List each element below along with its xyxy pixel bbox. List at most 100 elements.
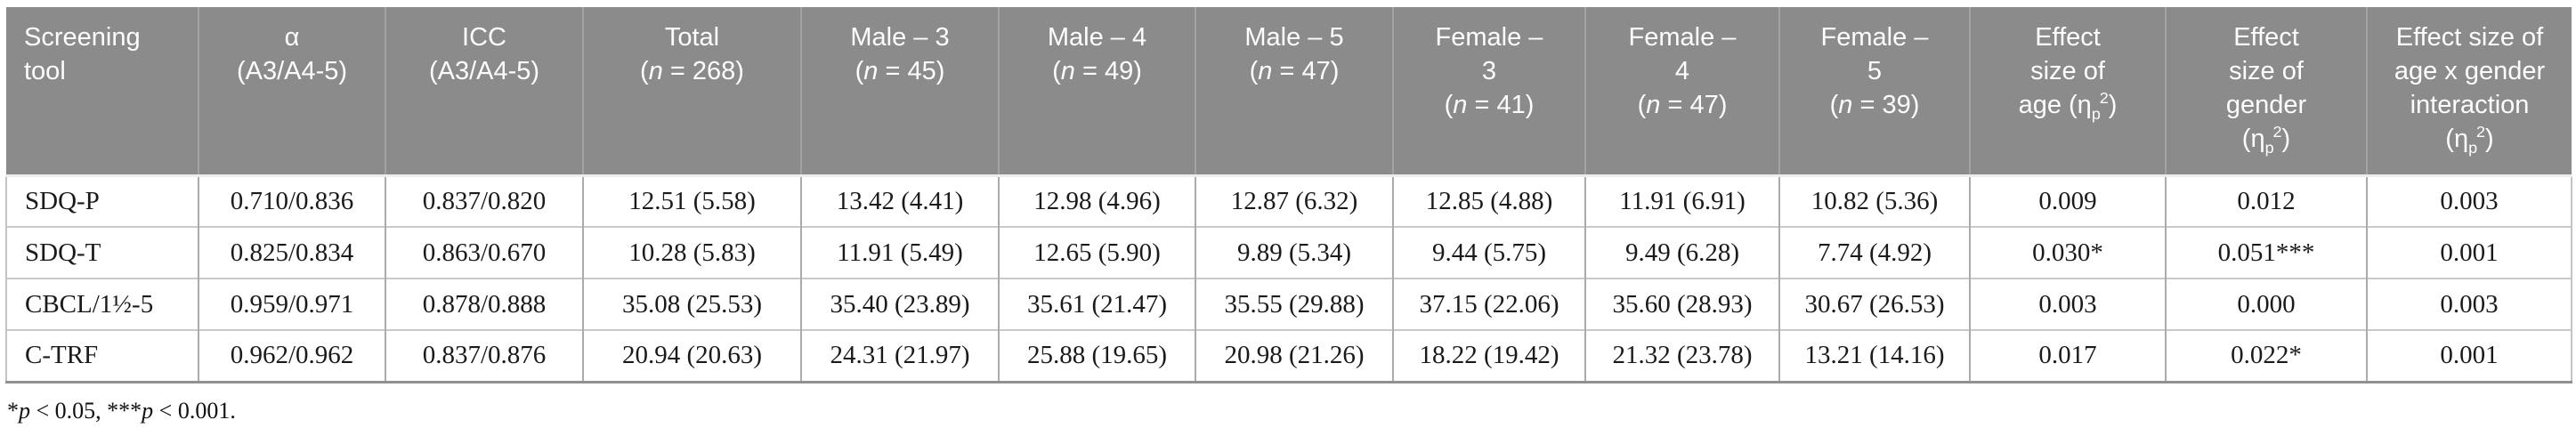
col-header-male-4: Male – 4 (n = 49)	[998, 7, 1195, 175]
header-line: tool	[24, 54, 192, 88]
cell-sdq-p-female-4: 11.91 (6.91)	[1584, 174, 1779, 227]
header-line: gender	[2172, 88, 2361, 122]
col-header-effect-size-gender: Effect size of gender (ηp2)	[2165, 7, 2367, 175]
header-line: (n = 49)	[1005, 54, 1189, 88]
table-row-sdq-t: SDQ-T 0.825/0.834 0.863/0.670 10.28 (5.83) 1…	[5, 226, 2572, 279]
text-run: size of	[2030, 57, 2105, 85]
cell-cbcl-1half-5-male-3: 35.40 (23.89)	[800, 278, 999, 330]
cell-c-trf-effect-size-age: 0.017	[1969, 329, 2166, 382]
cell-c-trf-male-5: 20.98 (21.26)	[1195, 329, 1393, 382]
cell-c-trf-effect-size-gender: 0.022*	[2165, 329, 2367, 382]
header-line: (ηp2)	[2373, 122, 2566, 156]
cell-c-trf-female-3: 18.22 (19.42)	[1392, 329, 1585, 382]
table-row-cbcl-1half-5: CBCL/1½-5 0.959/0.971 0.878/0.888 35.08 (25…	[5, 278, 2572, 330]
header-line: size of	[1976, 54, 2159, 88]
text-run: interaction	[2410, 91, 2530, 119]
cell-sdq-t-total: 10.28 (5.83)	[582, 226, 801, 279]
cell-sdq-p-male-5: 12.87 (6.32)	[1195, 174, 1393, 227]
text-run: = 41)	[1467, 91, 1535, 119]
header-line: (A3/A4-5)	[205, 54, 379, 88]
header-line: (A3/A4-5)	[392, 54, 577, 88]
cell-sdq-p-male-3: 13.42 (4.41)	[800, 174, 999, 227]
header-line: α	[205, 20, 379, 54]
col-header-male-5: Male – 5 (n = 47)	[1195, 7, 1393, 175]
text-run: α	[284, 23, 300, 52]
cell-cbcl-1half-5-female-5: 30.67 (26.53)	[1778, 278, 1970, 330]
text-run: 2	[2099, 89, 2109, 108]
text-run: size of	[2229, 57, 2304, 85]
text-run: 2	[2476, 123, 2486, 141]
header-line: ICC	[392, 20, 577, 54]
header-line: Male – 5	[1202, 20, 1387, 54]
text-run: (η	[2445, 125, 2469, 153]
text-run: 3	[1481, 57, 1497, 85]
header-line: Female –	[1399, 20, 1579, 54]
cell-sdq-t-female-3: 9.44 (5.75)	[1392, 226, 1585, 279]
text-run: = 45)	[878, 57, 945, 85]
text-run: (η	[2241, 125, 2265, 153]
text-run: n	[648, 57, 663, 85]
text-run: = 47)	[1272, 57, 1340, 85]
cell-cbcl-1half-5-effect-size-interaction: 0.003	[2366, 278, 2572, 330]
text-run: (	[1829, 91, 1839, 119]
col-header-effect-size-age: Effect size of age (ηp2)	[1969, 7, 2166, 175]
results-table: Screening tool α (A3/A4-5) ICC (A3/A4-5) Total…	[5, 7, 2572, 383]
cell-c-trf-icc: 0.837/0.876	[385, 329, 583, 382]
text-run: 4	[1674, 57, 1690, 85]
table-row-c-trf: C-TRF 0.962/0.962 0.837/0.876 20.94 (20.63)…	[5, 329, 2572, 382]
header-line: (n = 47)	[1592, 88, 1773, 122]
header-line: size of	[2172, 54, 2361, 88]
cell-sdq-p-icc: 0.837/0.820	[385, 174, 583, 227]
header-line: (ηp2)	[2172, 122, 2361, 156]
text-run: *	[7, 398, 19, 424]
cell-cbcl-1half-5-male-5: 35.55 (29.88)	[1195, 278, 1393, 330]
col-header-total: Total (n = 268)	[582, 7, 801, 175]
text-run: = 49)	[1074, 57, 1142, 85]
cell-cbcl-1half-5-screening-tool: CBCL/1½-5	[5, 278, 198, 330]
col-header-female-3: Female – 3 (n = 41)	[1392, 7, 1585, 175]
header-line: age (ηp2)	[1976, 88, 2159, 122]
text-run: gender	[2225, 91, 2307, 119]
text-run: Total	[664, 23, 720, 52]
cell-cbcl-1half-5-icc: 0.878/0.888	[385, 278, 583, 330]
text-run: age (η	[2018, 91, 2092, 119]
text-run: (	[640, 57, 649, 85]
col-header-female-5: Female – 5 (n = 39)	[1778, 7, 1970, 175]
cell-cbcl-1half-5-male-4: 35.61 (21.47)	[998, 278, 1195, 330]
text-run: Male – 4	[1047, 23, 1147, 52]
text-run: ICC	[462, 23, 506, 52]
text-run: p	[2264, 138, 2274, 157]
text-run: (	[1444, 91, 1454, 119]
header-line: interaction	[2373, 88, 2566, 122]
text-run: n	[1453, 91, 1468, 119]
header-line: Effect	[1976, 20, 2159, 54]
text-run: < 0.001.	[153, 398, 236, 424]
text-run: ***	[107, 398, 142, 424]
cell-sdq-t-male-3: 11.91 (5.49)	[800, 226, 999, 279]
text-run: = 39)	[1852, 91, 1920, 119]
text-run: (	[1637, 91, 1647, 119]
header-line: (n = 45)	[807, 54, 992, 88]
cell-c-trf-male-3: 24.31 (21.97)	[800, 329, 999, 382]
text-run: = 47)	[1660, 91, 1728, 119]
header-line: Screening	[24, 20, 192, 54]
col-header-effect-size-interaction: Effect size of age x gender interaction (ηp…	[2366, 7, 2572, 175]
text-run: p	[142, 398, 154, 424]
text-run: 2	[2272, 123, 2282, 141]
cell-sdq-t-screening-tool: SDQ-T	[5, 226, 198, 279]
cell-c-trf-alpha: 0.962/0.962	[198, 329, 385, 382]
header-row: Screening tool α (A3/A4-5) ICC (A3/A4-5) Total…	[6, 7, 2572, 175]
cell-sdq-t-alpha: 0.825/0.834	[198, 226, 385, 279]
cell-cbcl-1half-5-female-3: 37.15 (22.06)	[1392, 278, 1585, 330]
cell-c-trf-female-4: 21.32 (23.78)	[1584, 329, 1779, 382]
table-body: SDQ-P 0.710/0.836 0.837/0.820 12.51 (5.58) 1…	[5, 174, 2572, 382]
cell-sdq-t-effect-size-age: 0.030*	[1969, 226, 2166, 279]
cell-sdq-p-alpha: 0.710/0.836	[198, 174, 385, 227]
cell-sdq-p-effect-size-interaction: 0.003	[2366, 174, 2572, 227]
header-line: 5	[1786, 54, 1964, 88]
cell-sdq-p-female-5: 10.82 (5.36)	[1778, 174, 1970, 227]
header-line: Female –	[1786, 20, 1964, 54]
text-run: Effect	[2233, 23, 2299, 52]
cell-sdq-p-effect-size-age: 0.009	[1969, 174, 2166, 227]
text-run: Screening	[24, 23, 141, 52]
